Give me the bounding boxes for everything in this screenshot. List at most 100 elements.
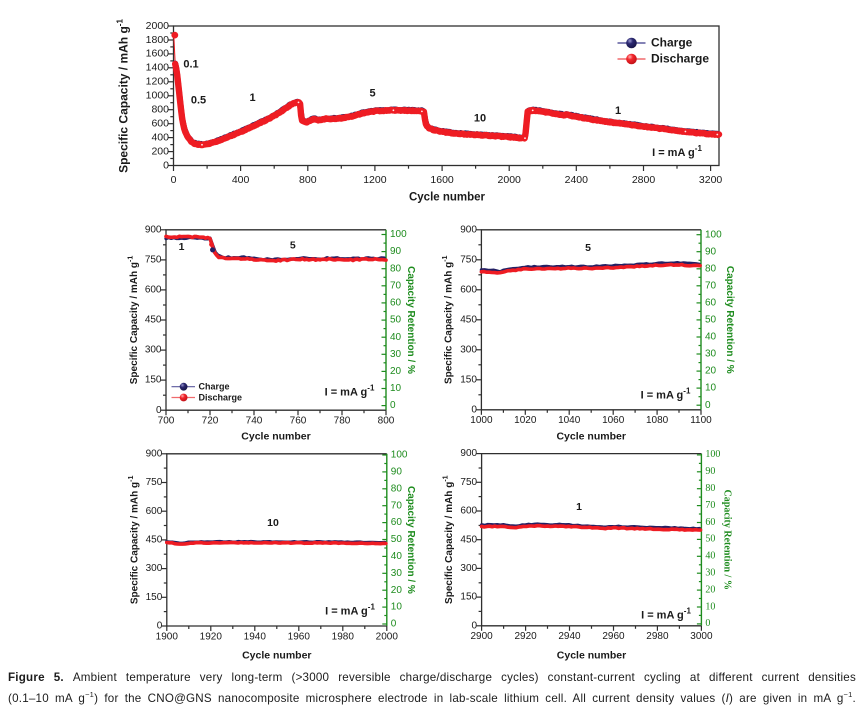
svg-text:600: 600 (145, 285, 162, 296)
svg-text:Cycle number: Cycle number (242, 649, 311, 661)
svg-text:I = mA g-1: I = mA g-1 (325, 602, 375, 617)
svg-text:300: 300 (145, 345, 162, 356)
svg-text:20: 20 (390, 366, 402, 377)
svg-text:600: 600 (151, 117, 169, 129)
svg-text:150: 150 (460, 374, 477, 385)
svg-text:1: 1 (576, 501, 582, 513)
svg-text:50: 50 (391, 534, 403, 545)
svg-text:80: 80 (391, 483, 403, 494)
svg-text:I = mA g-1: I = mA g-1 (652, 144, 702, 159)
svg-text:900: 900 (145, 224, 162, 235)
svg-text:0: 0 (390, 400, 396, 411)
svg-text:2920: 2920 (514, 631, 537, 642)
svg-text:10: 10 (474, 112, 486, 124)
svg-text:50: 50 (705, 534, 715, 545)
svg-text:5: 5 (369, 87, 375, 99)
svg-text:40: 40 (705, 551, 715, 562)
svg-text:Charge: Charge (199, 382, 230, 392)
svg-text:1080: 1080 (646, 415, 669, 426)
svg-text:780: 780 (334, 416, 351, 427)
svg-text:60: 60 (391, 517, 403, 528)
svg-text:Cycle number: Cycle number (241, 430, 310, 442)
svg-text:50: 50 (390, 315, 402, 326)
svg-text:Cycle number: Cycle number (556, 430, 625, 442)
svg-text:I = mA g-1: I = mA g-1 (641, 606, 691, 621)
svg-text:450: 450 (146, 535, 163, 546)
svg-text:90: 90 (390, 246, 402, 257)
svg-text:400: 400 (151, 131, 169, 143)
svg-text:760: 760 (290, 416, 307, 427)
svg-text:740: 740 (246, 416, 263, 427)
svg-text:600: 600 (460, 506, 477, 517)
svg-text:I = mA g-1: I = mA g-1 (325, 383, 375, 398)
svg-text:2900: 2900 (470, 631, 493, 642)
svg-text:800: 800 (378, 416, 395, 427)
svg-text:70: 70 (391, 500, 403, 511)
svg-text:150: 150 (145, 375, 162, 386)
svg-text:10: 10 (705, 601, 715, 612)
svg-text:0: 0 (472, 620, 478, 631)
svg-text:450: 450 (460, 534, 477, 545)
svg-text:0: 0 (157, 621, 163, 632)
svg-text:1920: 1920 (200, 631, 223, 642)
svg-text:0: 0 (705, 618, 710, 629)
svg-text:30: 30 (705, 349, 717, 360)
svg-text:40: 40 (391, 551, 403, 562)
svg-text:0: 0 (391, 619, 397, 630)
svg-text:1020: 1020 (514, 415, 537, 426)
svg-text:60: 60 (390, 298, 402, 309)
svg-text:2400: 2400 (565, 174, 589, 186)
svg-text:720: 720 (202, 416, 219, 427)
svg-text:Specific Capacity / mAh g-1: Specific Capacity / mAh g-1 (128, 476, 140, 605)
svg-text:70: 70 (390, 280, 402, 291)
svg-text:1900: 1900 (156, 631, 179, 642)
svg-text:300: 300 (460, 563, 477, 574)
svg-text:Specific Capacity / mAh g-1: Specific Capacity / mAh g-1 (442, 255, 454, 384)
svg-text:60: 60 (705, 517, 715, 528)
svg-text:900: 900 (460, 224, 477, 235)
svg-text:Cycle number: Cycle number (409, 192, 486, 204)
svg-text:600: 600 (460, 284, 477, 295)
svg-text:1940: 1940 (244, 631, 267, 642)
svg-text:1600: 1600 (146, 48, 170, 60)
svg-text:80: 80 (705, 483, 715, 494)
svg-text:0: 0 (471, 404, 477, 415)
svg-text:2980: 2980 (646, 631, 669, 642)
svg-text:10: 10 (390, 383, 402, 394)
svg-text:40: 40 (390, 332, 402, 343)
svg-text:10: 10 (267, 517, 279, 529)
svg-text:90: 90 (705, 246, 717, 257)
svg-text:900: 900 (460, 448, 477, 459)
svg-text:Capacity Retention / %: Capacity Retention / % (405, 266, 416, 374)
svg-text:750: 750 (145, 255, 162, 266)
svg-text:1800: 1800 (146, 34, 170, 46)
svg-text:Cycle number: Cycle number (557, 649, 626, 661)
svg-text:20: 20 (705, 366, 717, 377)
svg-text:0.5: 0.5 (191, 95, 206, 107)
svg-text:Capacity Retention / %: Capacity Retention / % (722, 490, 733, 590)
svg-text:1600: 1600 (430, 174, 454, 186)
svg-text:1400: 1400 (146, 62, 170, 74)
svg-text:2000: 2000 (376, 631, 399, 642)
svg-text:1060: 1060 (602, 415, 625, 426)
svg-text:750: 750 (460, 254, 477, 265)
svg-text:Charge: Charge (651, 36, 693, 50)
svg-text:1960: 1960 (288, 631, 311, 642)
svg-text:I = mA g-1: I = mA g-1 (641, 386, 691, 401)
svg-text:800: 800 (151, 103, 169, 115)
svg-text:1200: 1200 (146, 76, 170, 88)
svg-text:50: 50 (705, 315, 717, 326)
svg-text:90: 90 (391, 467, 403, 478)
svg-text:Discharge: Discharge (199, 392, 243, 402)
svg-text:750: 750 (146, 477, 163, 488)
svg-text:1: 1 (250, 92, 256, 104)
svg-text:600: 600 (146, 506, 163, 517)
svg-text:60: 60 (705, 298, 717, 309)
svg-text:1200: 1200 (363, 174, 387, 186)
svg-text:300: 300 (146, 563, 163, 574)
svg-text:80: 80 (390, 263, 402, 274)
svg-text:100: 100 (391, 450, 408, 461)
svg-text:20: 20 (705, 584, 715, 595)
svg-text:450: 450 (145, 315, 162, 326)
svg-text:Capacity Retention / %: Capacity Retention / % (724, 266, 735, 374)
